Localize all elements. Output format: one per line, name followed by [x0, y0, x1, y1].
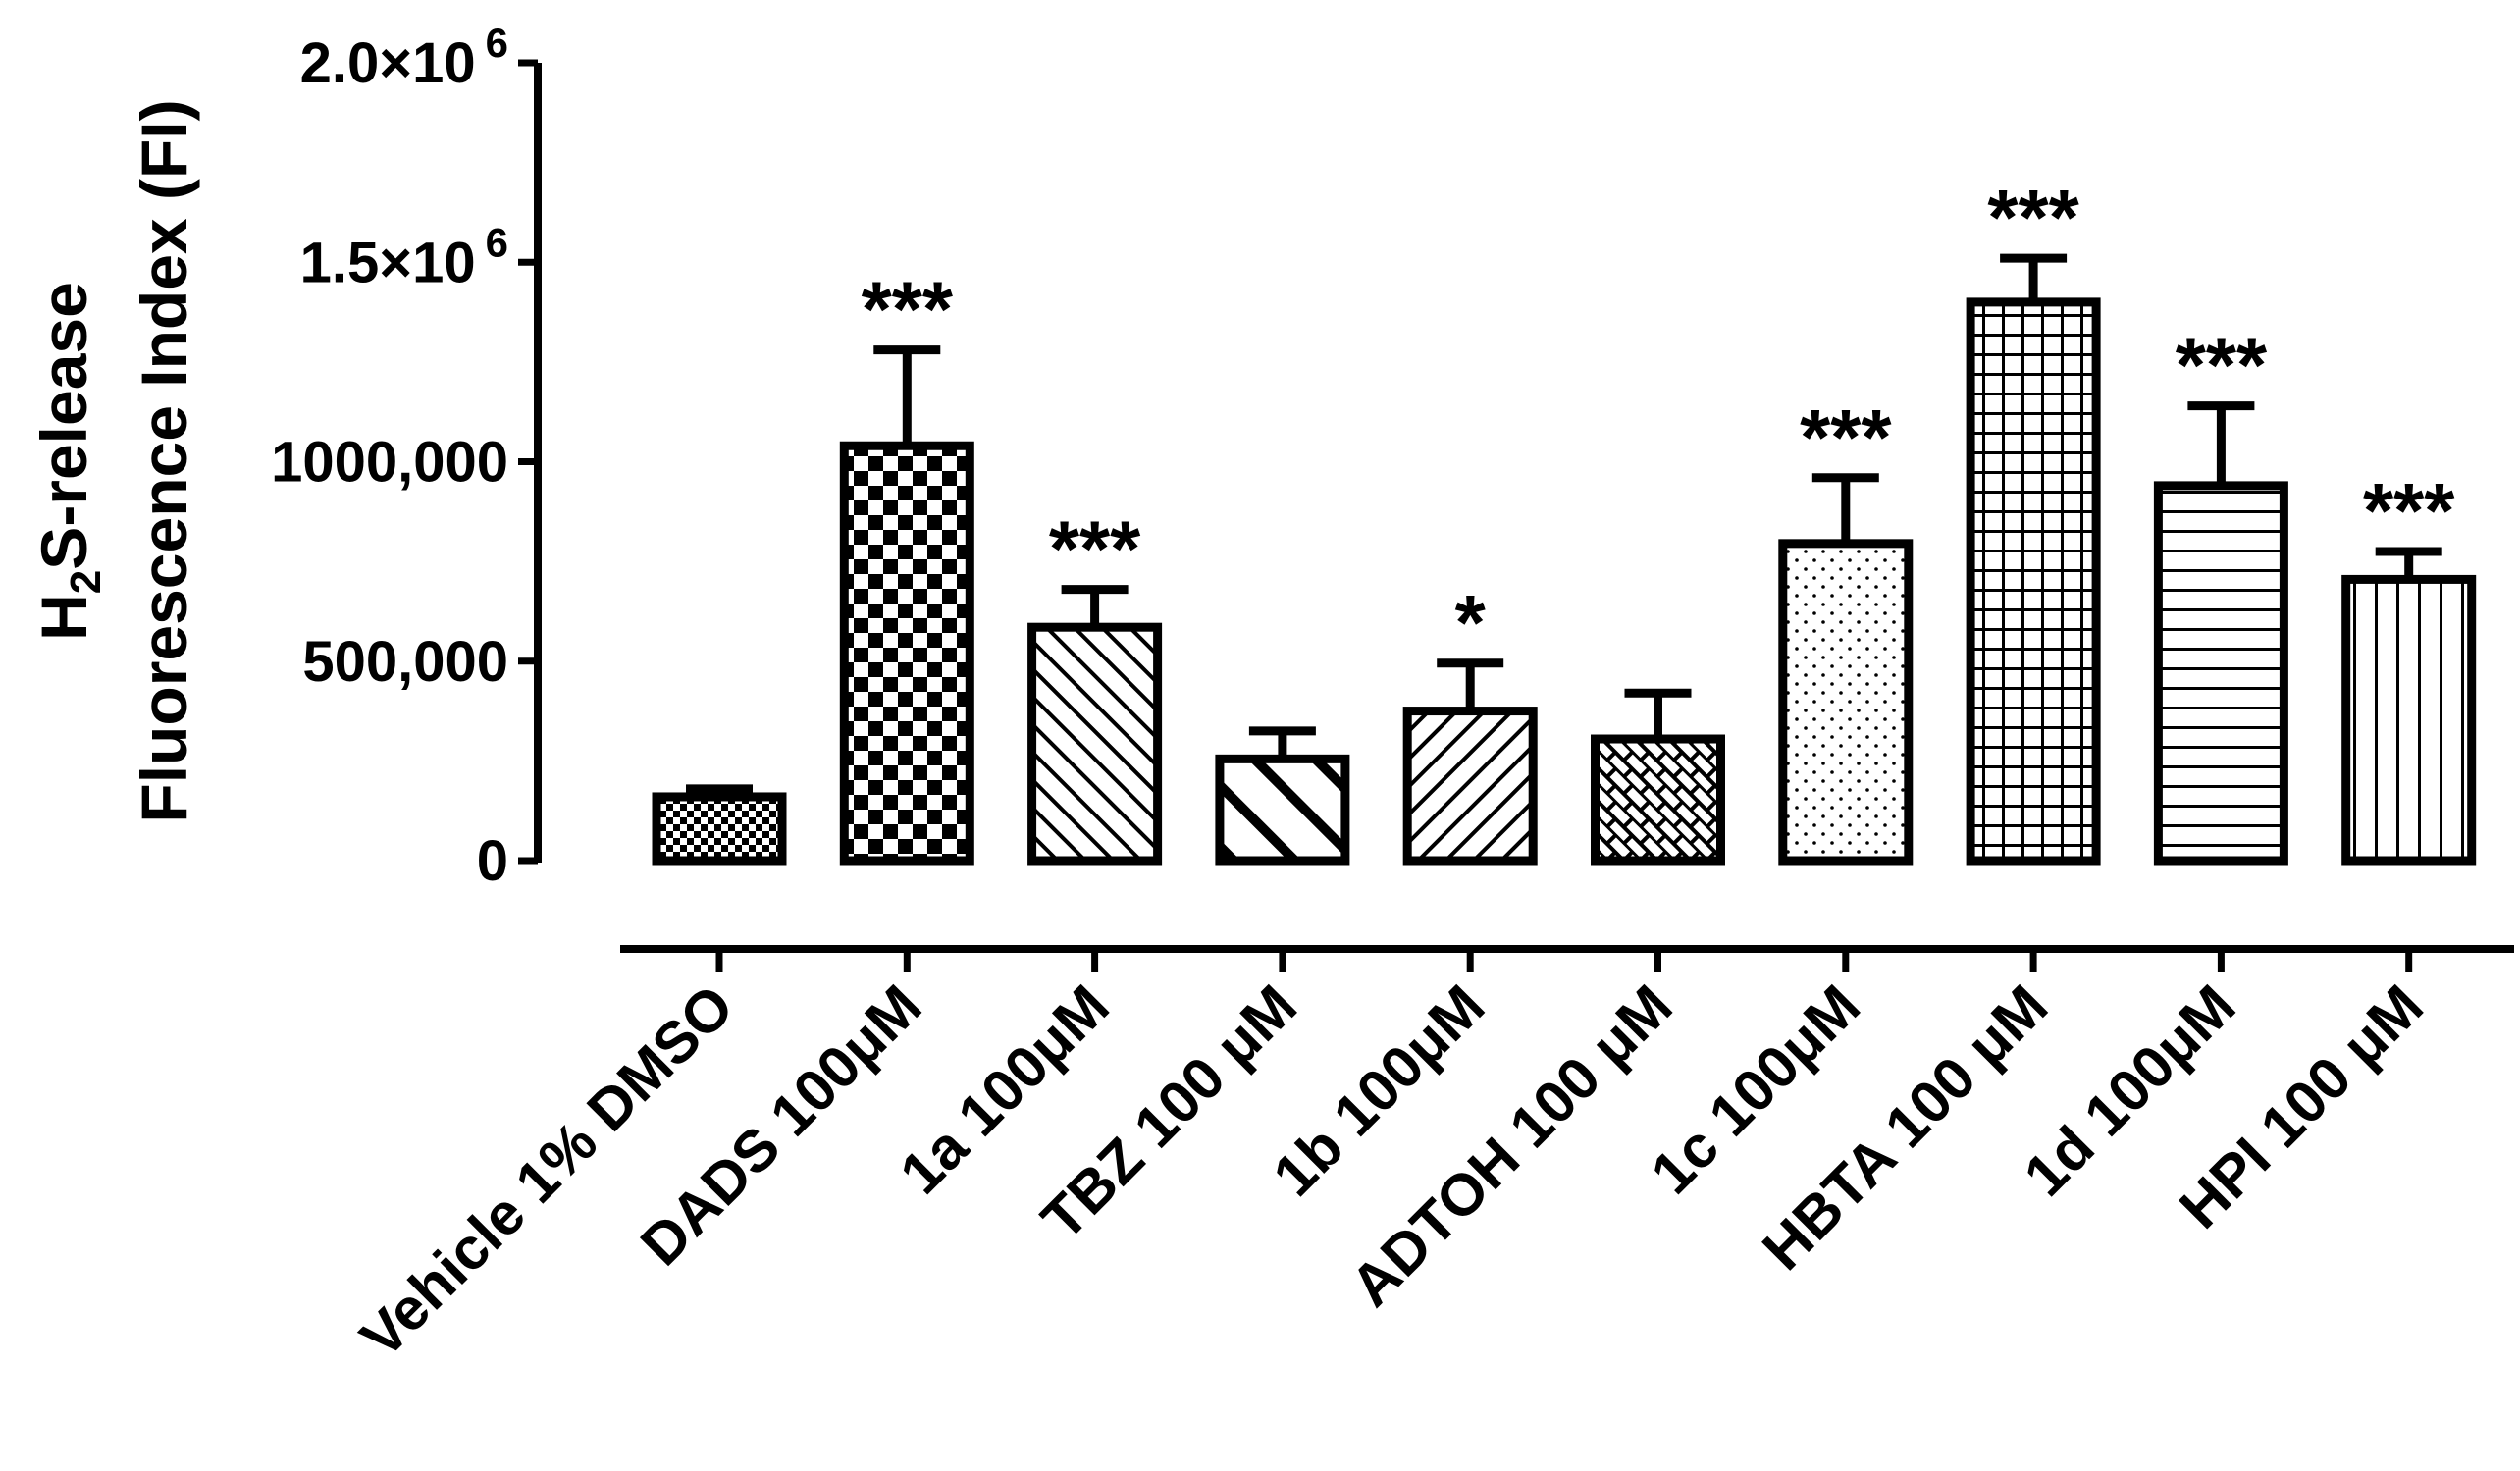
- y-axis-title-line-2: Fluorescence Index (FI): [128, 99, 200, 822]
- y-tick-label: 0: [477, 829, 508, 893]
- bar: [1215, 754, 1350, 866]
- bar: [2153, 481, 2288, 866]
- bar: [652, 792, 787, 866]
- significance-label: ***: [1800, 394, 1892, 481]
- bar-series: *******************: [652, 174, 2477, 866]
- y-axis-title-line-1: H2S-release: [27, 282, 110, 641]
- bar: [1966, 297, 2101, 866]
- bar: [1027, 622, 1163, 866]
- bar: [1778, 539, 1914, 866]
- significance-label: *: [1455, 579, 1487, 666]
- x-tick-label: Vehicle 1% DMSO: [347, 972, 746, 1371]
- significance-label: ***: [2363, 467, 2455, 554]
- significance-label: ***: [862, 266, 954, 353]
- significance-label: ***: [2176, 322, 2268, 409]
- y-axis: 0 500,000 1000,000 1.5×10 6 2.0×10 6: [271, 20, 542, 893]
- significance-label: ***: [1987, 174, 2079, 261]
- y-tick-label: 500,000: [302, 630, 508, 694]
- bar: [839, 441, 974, 866]
- y-tick-label: 1000,000: [271, 431, 508, 495]
- bar: [1402, 707, 1538, 866]
- y-tick-label: 2.0×10 6: [300, 20, 508, 95]
- significance-label: ***: [1049, 505, 1141, 593]
- bar: [2341, 574, 2477, 866]
- x-tick-label: ADTOH 100 μM: [1339, 972, 1685, 1319]
- y-tick-label: 1.5×10 6: [300, 219, 508, 294]
- bar: [1591, 734, 1725, 866]
